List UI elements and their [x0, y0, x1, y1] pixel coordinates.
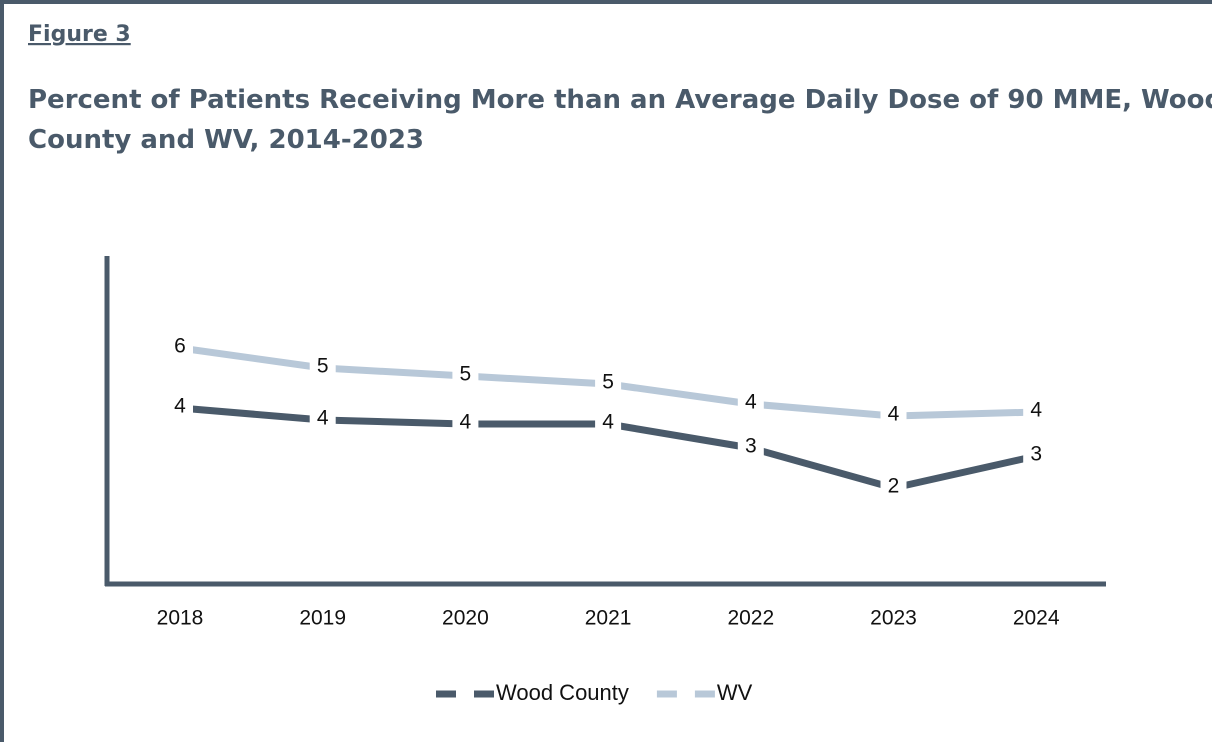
x-tick-label: 2020 — [442, 607, 489, 630]
title-line: Percent of Patients Receiving More than … — [28, 85, 1212, 115]
frame-top — [0, 0, 1212, 4]
data-label: 5 — [460, 363, 472, 386]
frame-left — [0, 0, 4, 742]
label-bg — [595, 410, 622, 438]
label-bg — [737, 434, 764, 462]
label-bg — [309, 406, 336, 434]
x-tick-label: 2023 — [870, 607, 917, 630]
x-tick-label: 2018 — [157, 607, 204, 630]
data-label: 4 — [888, 403, 900, 426]
data-label: 4 — [460, 411, 472, 434]
data-label: 4 — [317, 407, 329, 430]
title-line: County and WV, 2014-2023 — [28, 125, 424, 155]
label-bg — [880, 474, 907, 502]
label-bg — [167, 394, 193, 422]
data-label: 6 — [174, 335, 186, 358]
label-bg — [595, 370, 622, 398]
data-label: 3 — [1030, 443, 1042, 466]
data-label: 5 — [602, 371, 614, 394]
data-label: 2 — [888, 475, 900, 498]
data-label: 5 — [317, 355, 329, 378]
label-bg — [452, 362, 479, 390]
legend-label: Wood County — [496, 680, 629, 705]
x-tick-label: 2019 — [299, 607, 346, 630]
chart-title: Percent of Patients Receiving More than … — [28, 85, 1212, 155]
figure-label: Figure 3 — [28, 22, 131, 47]
label-bg — [1023, 398, 1050, 426]
legend-label: WV — [717, 680, 753, 705]
label-bg — [167, 334, 193, 362]
x-tick-label: 2022 — [727, 607, 774, 630]
data-label: 4 — [174, 395, 186, 418]
x-tick-label: 2024 — [1013, 607, 1060, 630]
data-label: 3 — [745, 435, 757, 458]
label-bg — [452, 410, 479, 438]
label-bg — [309, 354, 336, 382]
data-label: 4 — [1030, 399, 1042, 422]
label-bg — [1023, 442, 1050, 470]
data-label: 4 — [745, 391, 757, 414]
data-label: 4 — [602, 411, 614, 434]
label-bg — [880, 402, 907, 430]
x-tick-label: 2021 — [585, 607, 632, 630]
label-bg — [737, 390, 764, 418]
